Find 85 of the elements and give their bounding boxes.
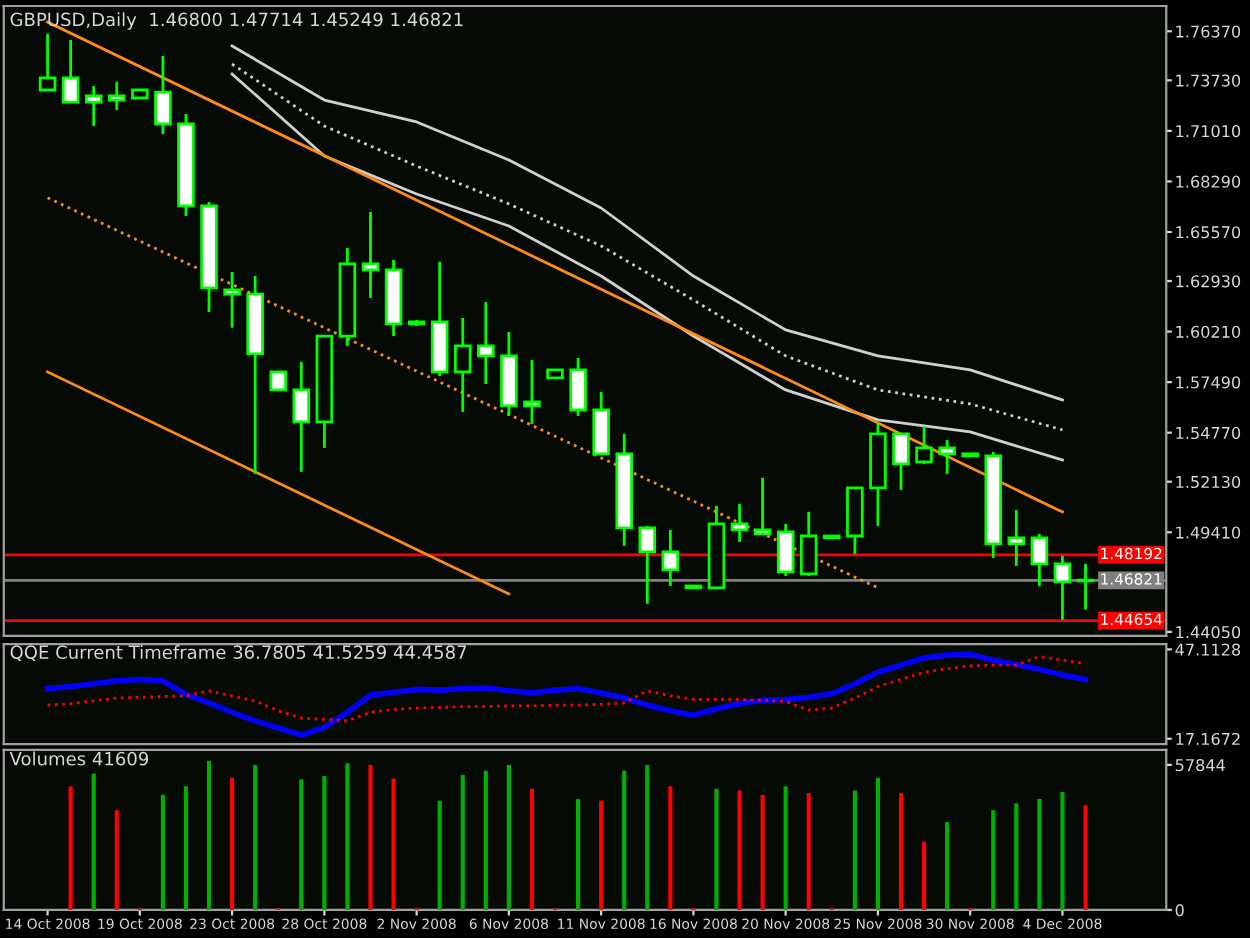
candlestick [1053,554,1072,622]
bar [599,800,604,910]
candlestick [38,32,57,92]
y-tick-label: 1.54770 [1176,426,1241,440]
y-tick-label: 1.65570 [1176,226,1241,239]
bar [299,779,304,910]
bar [852,790,857,910]
y-tick-label: 17.1672 [1176,732,1240,746]
bar [645,764,650,910]
y-tick-label: 47.1128 [1175,643,1241,656]
candlestick [892,432,910,492]
bar [114,810,119,910]
candlestick [523,358,541,426]
y-tick-label: 1.73730 [1176,74,1241,87]
bar [1083,805,1088,910]
bar [991,810,996,910]
bar [760,794,765,910]
y-tick-label: 1.71010 [1176,125,1241,138]
y-tick-label: 0 [1175,904,1184,917]
bar [714,788,719,910]
candlestick [361,210,380,300]
y-tick-label: 1.62930 [1176,275,1241,288]
candlestick [477,300,495,386]
bar [460,775,465,910]
bar [68,786,73,910]
bar [160,794,165,910]
y-tick-label: 1.60210 [1176,325,1241,338]
y-tick-label: 1.44050 [1176,626,1241,639]
chart-title: GBPUSD,Daily 1.46800 1.47714 1.45249 1.46821 [10,12,463,30]
bar [945,822,950,910]
candlestick [154,54,172,136]
bar [529,788,535,910]
line-series [46,655,1087,723]
candlestick [776,522,795,578]
bar [206,760,212,910]
bar [391,778,396,910]
candlestick [1030,532,1049,588]
candlestick [269,370,287,392]
bar [1037,799,1042,910]
candlestick [638,524,657,606]
bar [322,776,327,910]
bar [183,786,189,910]
bar [576,799,581,910]
candlestick [108,80,126,112]
candlestick [592,390,610,456]
candlestick [1076,562,1095,611]
y-tick-label: 1.49410 [1176,526,1241,539]
bar [483,770,488,910]
candlestick [753,476,772,536]
y-tick-label: 57844 [1175,759,1225,772]
bar [875,777,881,910]
bar [783,786,788,910]
bar [506,764,511,910]
candlestick [915,424,933,466]
candlestick [1007,508,1026,568]
bar [1060,792,1065,910]
y-tick-label: 1.52130 [1176,475,1241,489]
candlestick [61,38,80,104]
bar [91,773,96,910]
bar [806,793,811,910]
bar [737,790,742,910]
candlestick [84,84,103,128]
bar [1014,803,1019,910]
bar [368,764,373,910]
chart-title: Volumes 41609 [9,751,149,766]
bar [668,786,673,910]
candlestick [569,356,587,418]
bar [898,793,904,910]
candlestick [223,270,241,330]
bar [230,777,235,910]
chart-title: QQE Current Timeframe 36.7805 41.5259 44.4587 [10,645,467,662]
candlestick [938,438,956,476]
candlestick [730,502,749,544]
candlestick [799,510,818,578]
y-tick-label: 1.57490 [1176,376,1241,389]
bar [622,770,627,910]
bar [921,841,927,910]
bar [345,763,350,910]
y-tick-label: 1.68290 [1176,175,1241,188]
candlestick [292,360,311,474]
bar [253,764,258,910]
y-tick-label: 1.76370 [1176,25,1241,38]
bar [437,800,442,910]
candlestick [453,316,472,414]
candlestick [661,528,680,588]
